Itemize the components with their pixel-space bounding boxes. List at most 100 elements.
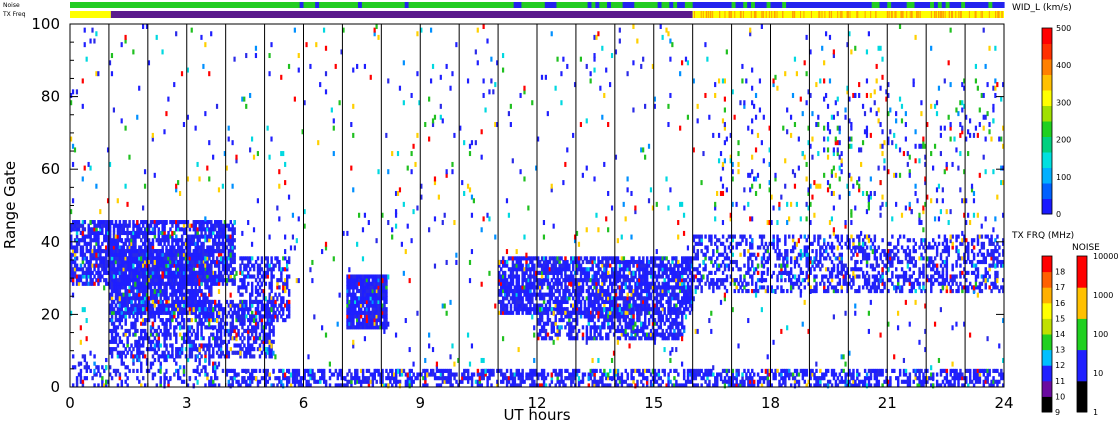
echo-cell bbox=[359, 292, 363, 297]
echo-cell bbox=[182, 332, 186, 337]
echo-cell bbox=[186, 241, 190, 246]
noise-strip-cell bbox=[696, 2, 702, 8]
echo-cell bbox=[231, 383, 234, 388]
echo-cell bbox=[175, 339, 178, 344]
echo-cell bbox=[245, 299, 248, 305]
noise-strip-cell bbox=[906, 2, 912, 8]
echo-cell bbox=[373, 372, 376, 377]
echo-cell bbox=[212, 245, 215, 250]
echo-cell bbox=[132, 249, 135, 254]
echo-cell bbox=[128, 230, 131, 236]
echo-cell bbox=[149, 256, 153, 261]
echo-cell bbox=[89, 234, 92, 239]
echo-cell bbox=[533, 379, 536, 384]
txfreq-tick bbox=[988, 11, 990, 18]
echo-cell bbox=[256, 383, 260, 388]
echo-cell bbox=[161, 318, 164, 323]
echo-cell bbox=[180, 296, 184, 301]
noise-strip-cell bbox=[898, 2, 904, 8]
echo-cell bbox=[480, 383, 484, 388]
echo-cell bbox=[124, 241, 127, 246]
echo-cell bbox=[124, 285, 127, 290]
echo-cell bbox=[375, 310, 378, 315]
echo-cell bbox=[149, 281, 153, 286]
echo-cell bbox=[71, 259, 75, 265]
echo-cell bbox=[153, 220, 157, 225]
echo-cell bbox=[632, 379, 635, 384]
echo-cell bbox=[213, 281, 217, 286]
echo-cell bbox=[352, 274, 355, 279]
echo-cell bbox=[167, 296, 170, 301]
echo-cell bbox=[254, 318, 258, 323]
echo-cell bbox=[167, 328, 170, 334]
echo-cell bbox=[167, 332, 170, 337]
echo-cell bbox=[788, 368, 791, 373]
echo-cell bbox=[937, 383, 941, 388]
echo-cell bbox=[204, 303, 207, 308]
echo-cell bbox=[377, 281, 380, 286]
echo-cell bbox=[706, 372, 709, 377]
echo-cell bbox=[161, 230, 164, 236]
echo-cell bbox=[988, 368, 991, 373]
echo-cell bbox=[105, 234, 108, 239]
echo-cell bbox=[83, 227, 87, 232]
echo-cell bbox=[369, 281, 373, 286]
echo-cell bbox=[359, 288, 363, 294]
echo-cell bbox=[235, 379, 238, 384]
echo-cell bbox=[603, 383, 606, 388]
echo-cell bbox=[515, 278, 519, 283]
echo-cell bbox=[266, 310, 269, 315]
echo-cell bbox=[247, 270, 250, 275]
echo-cell bbox=[108, 285, 112, 290]
echo-cell bbox=[106, 281, 110, 286]
echo-cell bbox=[363, 318, 367, 323]
echo-cell bbox=[180, 347, 184, 352]
echo-cell bbox=[145, 368, 149, 373]
echo-cell bbox=[186, 259, 190, 265]
echo-cell bbox=[525, 256, 528, 261]
echo-cell bbox=[147, 263, 151, 268]
echo-cell bbox=[233, 307, 236, 312]
echo-cell bbox=[881, 372, 884, 377]
echo-cell bbox=[192, 256, 196, 261]
echo-cell bbox=[233, 238, 236, 243]
echo-cell bbox=[673, 383, 676, 388]
echo-cell bbox=[287, 303, 291, 308]
echo-cell bbox=[340, 376, 343, 381]
echo-cell bbox=[231, 238, 234, 243]
echo-cell bbox=[542, 372, 546, 377]
echo-cell bbox=[134, 270, 137, 275]
echo-cell bbox=[270, 278, 273, 283]
noise-strip-cell bbox=[712, 2, 717, 8]
echo-cell bbox=[854, 383, 857, 388]
echo-cell bbox=[873, 368, 877, 373]
echo-cell bbox=[219, 227, 223, 232]
txfreq-tick bbox=[901, 11, 903, 18]
echo-cell bbox=[110, 350, 114, 355]
echo-cell bbox=[116, 332, 120, 337]
echo-cell bbox=[138, 343, 141, 348]
echo-cell bbox=[192, 299, 196, 305]
echo-cell bbox=[215, 234, 219, 239]
echo-cell bbox=[692, 372, 696, 377]
echo-cell bbox=[163, 357, 166, 363]
echo-cell bbox=[136, 259, 139, 265]
echo-cell bbox=[422, 383, 425, 388]
echo-cell bbox=[858, 379, 861, 384]
echo-cell bbox=[87, 274, 90, 279]
echo-cell bbox=[416, 376, 419, 381]
echo-cell bbox=[268, 376, 271, 381]
echo-cell bbox=[252, 336, 256, 341]
txfreq-tick bbox=[729, 11, 731, 18]
noise-strip-cell bbox=[124, 2, 129, 8]
echo-cell bbox=[560, 372, 563, 377]
echo-cell bbox=[145, 285, 149, 290]
txfreq-tick bbox=[819, 11, 821, 18]
echo-cell bbox=[249, 379, 252, 384]
echo-cell bbox=[513, 303, 517, 308]
echo-cell bbox=[252, 274, 256, 279]
echo-cell bbox=[986, 372, 989, 377]
echo-cell bbox=[505, 303, 509, 308]
echo-cell bbox=[996, 383, 999, 388]
echo-cell bbox=[266, 318, 269, 323]
